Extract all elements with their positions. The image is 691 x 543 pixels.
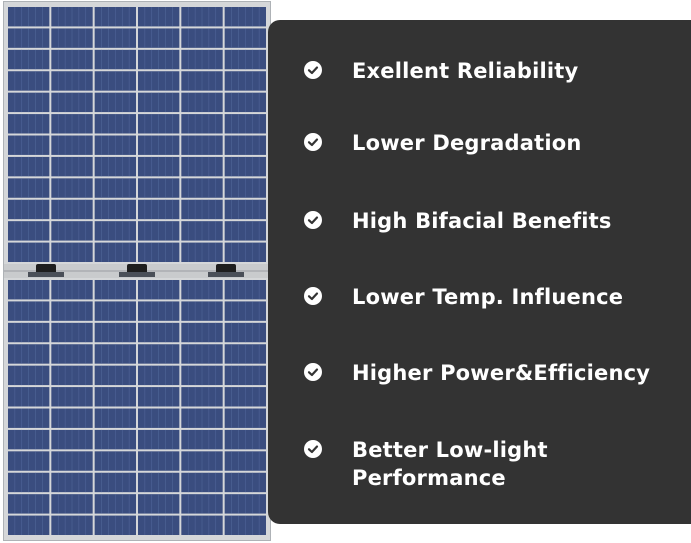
feature-card: Exellent Reliability Lower Degradation H…	[268, 20, 691, 524]
check-circle-icon	[304, 440, 322, 458]
check-circle-icon	[304, 61, 322, 79]
feature-item: Higher Power&Efficiency	[304, 359, 672, 387]
check-circle-icon	[304, 133, 322, 151]
junction-box	[127, 264, 147, 274]
check-circle-icon	[304, 363, 322, 381]
feature-label: Lower Degradation	[352, 131, 582, 155]
feature-label: Lower Temp. Influence	[352, 285, 624, 309]
feature-label: High Bifacial Benefits	[352, 209, 612, 233]
junction-cable	[119, 272, 155, 277]
solar-panel-image	[3, 1, 271, 541]
feature-label: Higher Power&Efficiency	[352, 361, 651, 385]
feature-item: Better Low-light Performance	[304, 436, 672, 492]
feature-item: Exellent Reliability	[304, 57, 672, 85]
feature-item: High Bifacial Benefits	[304, 207, 672, 235]
feature-label: Better Low-light Performance	[352, 438, 548, 490]
check-circle-icon	[304, 211, 322, 229]
feature-item: Lower Temp. Influence	[304, 283, 672, 311]
solar-panel-cells	[4, 7, 270, 535]
junction-box	[36, 264, 56, 274]
check-circle-icon	[304, 287, 322, 305]
junction-cable	[28, 272, 64, 277]
junction-cable	[208, 272, 244, 277]
feature-label: Exellent Reliability	[352, 59, 579, 83]
junction-box	[216, 264, 236, 274]
feature-item: Lower Degradation	[304, 129, 672, 157]
